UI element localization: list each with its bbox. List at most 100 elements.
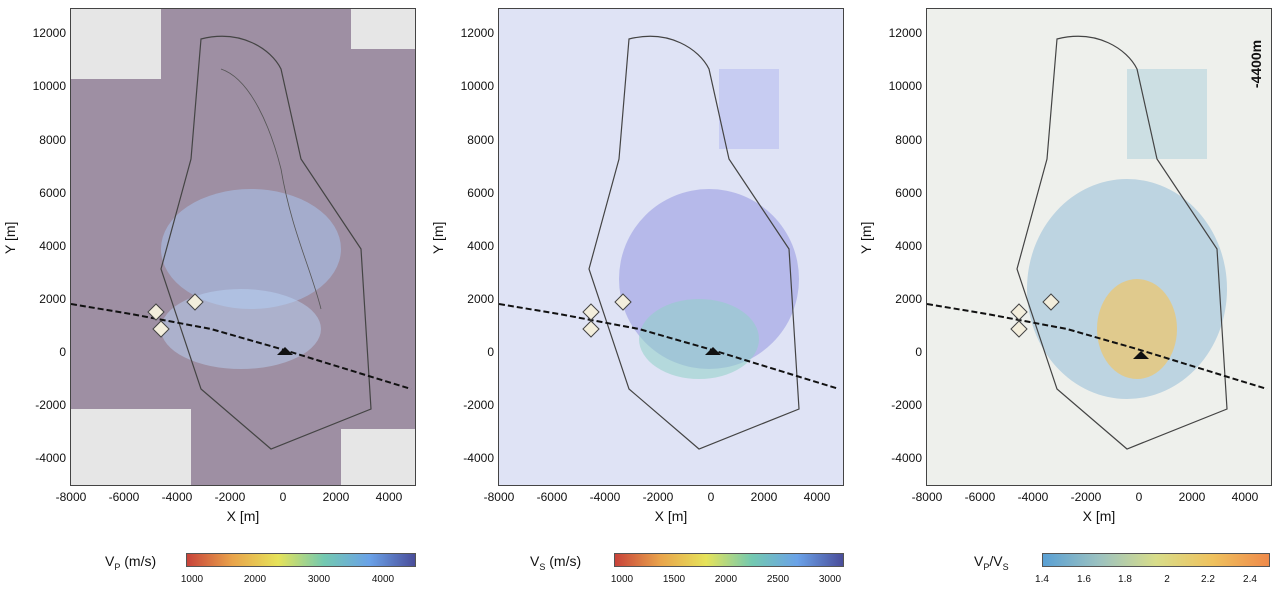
vs-station-diamond	[582, 303, 600, 321]
ratio-ytick: -4000	[891, 451, 922, 465]
vp-colorbar-tick: 2000	[243, 574, 267, 585]
vp-ytick: 6000	[39, 186, 66, 200]
vs-colorbar	[614, 553, 844, 567]
vs-station-diamond	[582, 320, 600, 338]
ratio-xtick: -8000	[911, 490, 943, 504]
vp-xtick: -6000	[108, 490, 140, 504]
ratio-colorbar-tick: 1.6	[1077, 574, 1091, 585]
vs-ytick: 2000	[467, 292, 494, 306]
vp-map-svg	[71, 9, 415, 485]
vp-ytick: 0	[59, 345, 66, 359]
ratio-colorbar-tick: 1.8	[1118, 574, 1132, 585]
vs-colorbar-tick: 3000	[818, 574, 842, 585]
vs-xtick: -2000	[642, 490, 674, 504]
ratio-panel: -4400m Y [m] X [m] 12000 10000 8000 6000…	[856, 0, 1276, 594]
depth-label: -4400m	[1248, 39, 1265, 89]
vp-ytick: 8000	[39, 133, 66, 147]
ratio-edifice-contour	[1016, 35, 1228, 450]
ratio-ytick: 6000	[895, 186, 922, 200]
vs-xlabel: X [m]	[654, 508, 688, 524]
vp-ytick: -4000	[35, 451, 66, 465]
vp-station-diamond	[147, 303, 165, 321]
vp-edifice-contour	[160, 35, 372, 450]
vp-xtick: -4000	[161, 490, 193, 504]
ratio-xtick: 2000	[1178, 490, 1206, 504]
ratio-anomaly-north	[1127, 69, 1207, 159]
ratio-xtick: 4000	[1231, 490, 1259, 504]
vp-colorbar-tick: 4000	[371, 574, 395, 585]
vp-ytick: 10000	[32, 79, 66, 93]
vs-colorbar-title: VS (m/s)	[530, 553, 582, 572]
vs-ytick: -2000	[463, 398, 494, 412]
vs-ytick: -4000	[463, 451, 494, 465]
vp-nodata-nw	[71, 9, 161, 79]
vp-xtick: 4000	[375, 490, 403, 504]
vp-colorbar-title: VP (m/s)	[105, 553, 157, 572]
vp-station-diamond	[186, 293, 204, 311]
ratio-colorbar-tick: 2.2	[1201, 574, 1215, 585]
vp-anomaly-north	[161, 189, 341, 309]
ratio-summit-marker	[1133, 351, 1149, 359]
vs-ytick: 8000	[467, 133, 494, 147]
vp-fault-line	[71, 303, 412, 390]
ratio-station-diamond	[1010, 320, 1028, 338]
vp-xlabel: X [m]	[226, 508, 260, 524]
vs-xtick: -4000	[589, 490, 621, 504]
vp-nodata-ne	[351, 9, 415, 49]
vs-station-diamond	[614, 293, 632, 311]
ratio-xtick: 0	[1135, 490, 1143, 504]
vs-xtick: -6000	[536, 490, 568, 504]
vp-summit-marker	[277, 347, 293, 355]
vp-map	[70, 8, 416, 486]
vp-anomaly-south	[161, 289, 321, 369]
vs-panel: Y [m] X [m] 12000 10000 8000 6000 4000 2…	[428, 0, 848, 594]
vs-summit-marker	[705, 347, 721, 355]
vp-colorbar-tick: 1000	[180, 574, 204, 585]
vp-xtick: -8000	[55, 490, 87, 504]
vp-xtick: 0	[279, 490, 287, 504]
vs-colorbar-tick: 1500	[662, 574, 686, 585]
vs-colorbar-tick: 2500	[766, 574, 790, 585]
ratio-ytick: 4000	[895, 239, 922, 253]
vp-nodata-se	[341, 429, 415, 485]
ratio-ytick: -2000	[891, 398, 922, 412]
ratio-xlabel: X [m]	[1082, 508, 1116, 524]
vp-panel: Y [m] X [m] 12000 10000 8000 6000 4000 2…	[0, 0, 420, 594]
vs-colorbar-tick: 2000	[714, 574, 738, 585]
ratio-ytick: 10000	[888, 79, 922, 93]
ratio-ytick: 8000	[895, 133, 922, 147]
vs-xtick: -8000	[483, 490, 515, 504]
ratio-xtick: -2000	[1070, 490, 1102, 504]
vs-ytick: 4000	[467, 239, 494, 253]
ratio-ylabel: Y [m]	[858, 221, 874, 254]
vp-ytick: 12000	[32, 26, 66, 40]
vs-fault-line	[499, 303, 840, 390]
vp-nodata-sw	[71, 409, 191, 485]
ratio-station-diamond	[1010, 303, 1028, 321]
ratio-map-svg	[927, 9, 1271, 485]
vs-edifice-contour	[588, 35, 800, 450]
ratio-ytick: 0	[915, 345, 922, 359]
vp-colorbar	[186, 553, 416, 567]
ratio-colorbar-title: VP/VS	[974, 553, 1009, 572]
vp-ylabel: Y [m]	[2, 221, 18, 254]
ratio-colorbar-tick: 2.4	[1243, 574, 1257, 585]
vs-xtick: 4000	[803, 490, 831, 504]
vs-anomaly-summit	[639, 299, 759, 379]
ratio-colorbar-tick: 1.4	[1035, 574, 1049, 585]
vp-ytick: -2000	[35, 398, 66, 412]
vs-ytick: 0	[487, 345, 494, 359]
vs-xtick: 0	[707, 490, 715, 504]
ratio-colorbar-tick: 2	[1164, 574, 1170, 585]
vs-map-svg	[499, 9, 843, 485]
vs-map	[498, 8, 844, 486]
ratio-station-diamond	[1042, 293, 1060, 311]
vp-ytick: 4000	[39, 239, 66, 253]
vs-ytick: 12000	[460, 26, 494, 40]
ratio-ytick: 2000	[895, 292, 922, 306]
ratio-xtick: -6000	[964, 490, 996, 504]
vs-ytick: 6000	[467, 186, 494, 200]
vp-station-diamond	[152, 320, 170, 338]
vp-colorbar-tick: 3000	[307, 574, 331, 585]
vp-xtick: -2000	[214, 490, 246, 504]
